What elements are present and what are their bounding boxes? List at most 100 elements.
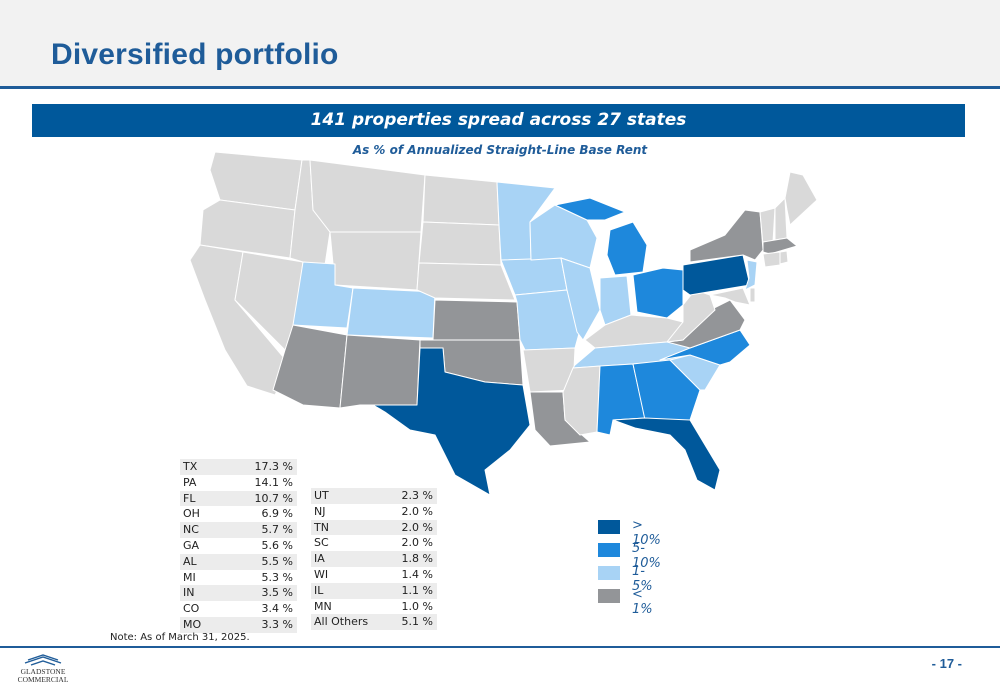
state-ri [779, 250, 789, 265]
state-code: NJ [314, 504, 326, 518]
state-table-left: TX 17.3 % PA 14.1 % FL 10.7 % OH 6.9 % NC 5.7 % GA… [180, 459, 297, 633]
legend-swatch [598, 520, 620, 534]
table-row: PA 14.1 % [180, 475, 297, 491]
state-code: TX [183, 460, 198, 473]
state-or [199, 199, 296, 259]
state-code: IA [314, 552, 325, 566]
state-percent: 2.0 % [401, 536, 433, 550]
state-percent: 5.7 % [261, 523, 293, 537]
state-code: All Others [314, 615, 369, 629]
footnote: Note: As of March 31, 2025. [110, 632, 250, 643]
table-row: CO 3.4 % [180, 601, 297, 617]
state-ct [762, 251, 781, 268]
state-percent: 1.1 % [401, 583, 433, 597]
state-ga [632, 359, 701, 421]
table-row: IN 3.5 % [180, 585, 297, 602]
state-ma [762, 237, 798, 255]
page-title: Diversified portfolio [51, 38, 339, 71]
company-logo: GLADSTONE COMMERCIAL [18, 654, 69, 684]
table-row: IL 1.1 % [311, 582, 437, 599]
state-ne [416, 262, 516, 301]
state-code: MN [314, 599, 332, 613]
logo-line2: COMMERCIAL [18, 675, 69, 684]
state-percent: 3.4 % [261, 602, 293, 616]
state-percent: 1.0 % [401, 599, 433, 613]
table-row: TN 2.0 % [311, 519, 437, 536]
legend-swatch [598, 543, 620, 557]
state-percent: 1.8 % [401, 552, 433, 566]
state-percent: 10.7 % [254, 491, 293, 505]
table-row: MN 1.0 % [311, 599, 437, 615]
table-row: MI 5.3 % [180, 570, 297, 586]
state-de [749, 287, 756, 303]
state-percent: 3.3 % [261, 617, 293, 631]
table-row: TX 17.3 % [180, 459, 297, 475]
table-row: NC 5.7 % [180, 522, 297, 538]
legend-swatch [598, 566, 620, 580]
state-code: SC [314, 536, 329, 550]
footer-divider [0, 646, 1000, 648]
table-row: OH 6.9 % [180, 506, 297, 522]
header-divider [0, 86, 1000, 89]
map-subtitle: As % of Annualized Straight-Line Base Re… [352, 143, 648, 157]
page-number: - 17 - [931, 656, 962, 671]
state-percent: 14.1 % [254, 475, 293, 489]
state-co [346, 287, 436, 339]
state-tx [372, 347, 531, 495]
logo-line1: GLADSTONE [21, 667, 66, 676]
state-md [709, 287, 751, 306]
state-nm [339, 334, 421, 409]
state-ks [432, 299, 521, 341]
state-me [784, 171, 818, 226]
legend-label: < 1% [632, 587, 653, 617]
table-row: WI 1.4 % [311, 567, 437, 583]
table-row: MO 3.3 % [180, 616, 297, 633]
state-nh [774, 197, 788, 241]
state-oh [632, 267, 684, 319]
state-vt [759, 207, 776, 246]
header-bar [0, 0, 1000, 86]
us-state-map [189, 151, 818, 495]
state-percent: 5.6 % [261, 538, 293, 552]
state-code: WI [314, 567, 329, 581]
state-fl [612, 417, 721, 491]
state-ny [689, 209, 764, 263]
table-row: SC 2.0 % [311, 535, 437, 551]
state-code: MO [183, 617, 202, 631]
state-percent: 2.3 % [401, 489, 433, 502]
table-row: All Others 5.1 % [311, 614, 437, 631]
legend-label: 5-10% [632, 541, 661, 571]
state-percent: 17.3 % [254, 460, 293, 473]
state-code: UT [314, 489, 329, 502]
state-code: TN [314, 520, 329, 534]
state-il [560, 257, 601, 341]
table-row: AL 5.5 % [180, 553, 297, 570]
state-percent: 2.0 % [401, 504, 433, 518]
table-row: NJ 2.0 % [311, 504, 437, 520]
logo-mark [27, 654, 59, 661]
state-percent: 5.1 % [401, 615, 433, 629]
state-code: AL [183, 554, 197, 568]
state-percent: 6.9 % [261, 507, 293, 521]
state-table-right: UT 2.3 % NJ 2.0 % TN 2.0 % SC 2.0 % IA 1.8 % WI 1.4… [311, 488, 437, 631]
state-wy [329, 231, 422, 291]
legend-swatch [598, 589, 620, 603]
table-row: IA 1.8 % [311, 551, 437, 567]
state-mt [309, 159, 426, 233]
state-sd [418, 221, 502, 266]
state-percent: 3.5 % [261, 586, 293, 600]
state-percent: 5.3 % [261, 570, 293, 584]
state-percent: 2.0 % [401, 520, 433, 534]
state-mi-up [554, 197, 626, 221]
table-row: UT 2.3 % [311, 488, 437, 504]
table-row: GA 5.6 % [180, 538, 297, 554]
legend-label: > 10% [632, 518, 661, 548]
state-code: MI [183, 570, 196, 584]
state-mi [606, 221, 648, 276]
state-code: GA [183, 538, 200, 552]
state-code: NC [183, 523, 199, 537]
state-percent: 1.4 % [401, 567, 433, 581]
table-row: FL 10.7 % [180, 490, 297, 507]
state-code: FL [183, 491, 196, 505]
state-nd [422, 174, 500, 226]
